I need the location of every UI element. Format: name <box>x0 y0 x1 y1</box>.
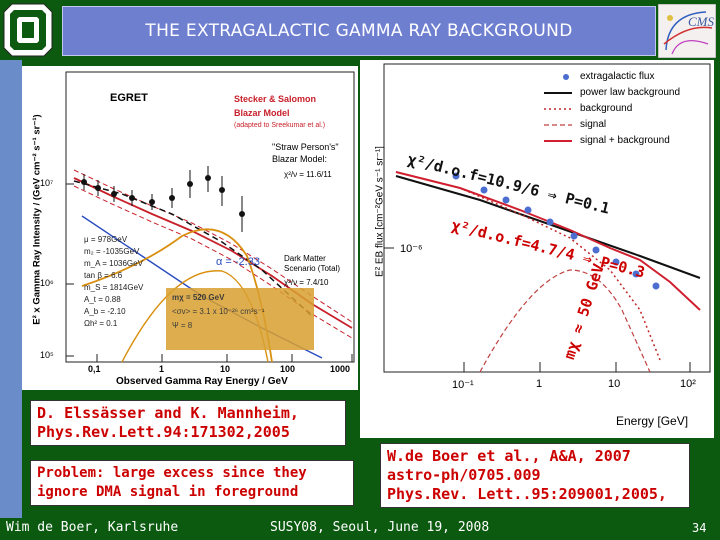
right-legend-signal: signal <box>580 119 607 130</box>
alpha-label: α = -2.33 <box>216 256 260 268</box>
cms-logo: CMS <box>658 4 716 58</box>
left-plot-dataset-label: EGRET <box>110 92 148 104</box>
egret-points <box>81 175 245 217</box>
right-plot-xtick-2: 10 <box>608 378 621 390</box>
chi-upper-left: χ²/ν = 11.6/11 <box>284 170 332 179</box>
right-legend-signal-bg: signal + background <box>580 135 670 146</box>
right-plot-frame <box>383 63 711 373</box>
right-plot-ytick: 10⁻⁶ <box>400 243 423 255</box>
problem-note-line-2: ignore DMA signal in foreground <box>37 484 299 500</box>
straw-model-label-2: Blazar Model: <box>272 154 328 164</box>
stecker-blazar-band-upper <box>73 169 353 323</box>
left-legend-stecker: Stecker & Salomon <box>234 94 317 104</box>
left-plot-xtick-0: 0,1 <box>88 364 101 374</box>
param-ms: m_S = 1814GeV <box>84 283 144 292</box>
extragalactic-points <box>452 172 660 290</box>
reference-deboer-line-2: astro-ph/0705.009 <box>387 466 541 484</box>
right-plot-ylabel: E² EB flux [cm⁻²GeV s⁻¹ sr⁻¹] <box>374 146 386 277</box>
left-plot-xtick-4: 1000 <box>330 364 351 374</box>
reference-deboer-line-1: W.de Boer et al., A&A, 2007 <box>387 447 631 465</box>
slide-title: THE EXTRAGALACTIC GAMMA RAY BACKGROUND <box>62 6 656 56</box>
param-tanbeta: tan β = 6.6 <box>84 271 123 280</box>
signal-background-line <box>395 171 701 311</box>
left-plot-ytick-1e7: 10⁷ <box>40 178 54 188</box>
reference-elsasser-line-1: D. Elssässer and K. Mannheim, <box>37 404 299 422</box>
left-plot-xtick-3: 100 <box>280 364 296 374</box>
left-plot-panel: E² x Gamma Ray Intensity / (GeV cm⁻² s⁻¹… <box>22 66 358 390</box>
left-legend-adapted: (adapted to Sreekumar et al.) <box>234 122 326 129</box>
reference-elsasser-line-2: Phys.Rev.Lett.94:171302,2005 <box>37 423 290 441</box>
side-bar <box>0 60 22 518</box>
problem-note: Problem: large excess since they ignore … <box>30 460 354 506</box>
legend-marker-extragalactic <box>563 74 569 80</box>
reference-deboer: W.de Boer et al., A&A, 2007 astro-ph/070… <box>380 443 690 508</box>
param-ab: A_b = -2.10 <box>84 307 126 316</box>
footer-event: SUSY08, Seoul, June 19, 2008 <box>270 520 490 535</box>
right-plot-panel: extragalactic flux power law background … <box>360 60 714 438</box>
right-plot-xlabel: Energy [GeV] <box>616 414 689 428</box>
param-omega: Ωh² = 0.1 <box>84 319 118 328</box>
left-plot-ylabel: E² x Gamma Ray Intensity / (GeV cm⁻² s⁻¹… <box>31 114 43 325</box>
egret-error-bars <box>83 166 243 232</box>
university-logo <box>3 3 53 57</box>
left-legend-blazar: Blazar Model <box>234 108 290 118</box>
right-plot-xtick-1: 1 <box>536 378 543 390</box>
param-mu: μ = 978GeV <box>84 235 128 244</box>
param-ma: m_A = 1036GeV <box>84 259 143 268</box>
dark-matter-label-1: Dark Matter <box>284 254 326 263</box>
right-legend-powerlaw: power law background <box>580 87 681 98</box>
page-number: 34 <box>692 521 707 535</box>
right-legend-extragalactic: extragalactic flux <box>580 71 655 82</box>
param-m2: m₂ = -1035GeV <box>84 247 140 256</box>
right-plot-graphic <box>383 63 711 373</box>
mass-box-mass: mχ = 520 GeV <box>172 293 225 302</box>
signal-line <box>479 269 651 373</box>
left-plot-ytick-1e5: 10⁵ <box>40 350 54 360</box>
reference-elsasser: D. Elssässer and K. Mannheim, Phys.Rev.L… <box>30 400 346 446</box>
reference-deboer-line-3: Phys.Rev. Lett..95:209001,2005, <box>387 485 667 503</box>
susy-params-list: μ = 978GeV m₂ = -1035GeV m_A = 1036GeV t… <box>84 234 143 330</box>
left-plot-frame <box>65 71 355 363</box>
footer-author: Wim de Boer, Karlsruhe <box>6 520 179 535</box>
problem-note-line-1: Problem: large excess since they <box>37 465 307 481</box>
dark-matter-label-2: Scenario (Total) <box>284 264 341 273</box>
power-law-background-line <box>395 175 701 279</box>
left-plot-ytick-1e6: 10⁶ <box>40 278 54 288</box>
right-plot-xtick-0: 10⁻¹ <box>452 379 474 391</box>
stecker-blazar-band-lower <box>73 185 353 339</box>
mass-box: mχ = 520 GeV <σv> = 3.1 x 10⁻²⁶ cm³s⁻¹ Ψ… <box>166 288 314 350</box>
left-plot-xlabel: Observed Gamma Ray Energy / GeV <box>116 376 288 387</box>
chi-lower-left: χ²/ν = 7.4/10 <box>284 278 329 287</box>
mass-box-sigmav: <σv> = 3.1 x 10⁻²⁶ cm³s⁻¹ <box>172 307 265 316</box>
left-plot-xtick-1: 1 <box>159 364 165 374</box>
cms-logo-text: CMS <box>688 14 715 29</box>
left-plot-xtick-2: 10 <box>220 364 231 374</box>
param-at: A_t = 0.88 <box>84 295 121 304</box>
right-plot-xtick-3: 10² <box>680 378 696 390</box>
mass-box-psi: Ψ = 8 <box>172 321 193 330</box>
right-legend-background: background <box>580 103 633 114</box>
straw-model-label-1: "Straw Person's" <box>272 142 339 152</box>
